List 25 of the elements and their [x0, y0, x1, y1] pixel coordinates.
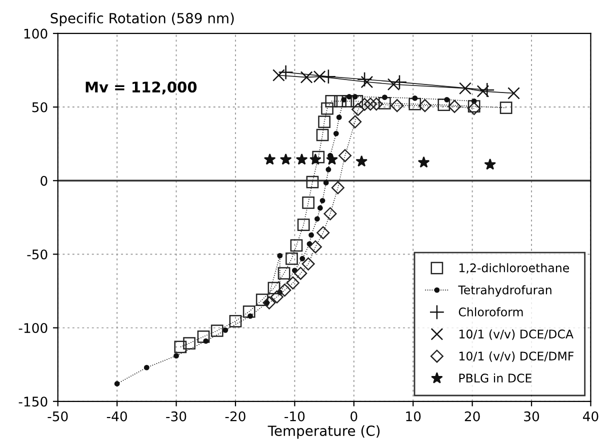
- x-tick-label: 40: [582, 411, 598, 422]
- legend-label: 10/1 (v/v) DCE/DCA: [459, 329, 574, 340]
- y-tick-label: 50: [32, 102, 48, 112]
- x-tick-label: -10: [284, 411, 305, 422]
- x-tick-label: -40: [106, 411, 127, 422]
- x-tick-label: 20: [464, 411, 480, 422]
- legend-label: Tetrahydrofuran: [458, 285, 552, 297]
- x-tick-label: -20: [225, 411, 246, 422]
- y-tick-label: -150: [18, 396, 48, 407]
- legend-label: 1,2-dichloroethane: [459, 263, 570, 274]
- y-axis-title: Specific Rotation (589 nm): [50, 12, 234, 26]
- legend-label: Chloroform: [458, 307, 523, 316]
- x-tick-label: -30: [166, 411, 186, 422]
- legend-label: PBLG in DCE: [459, 373, 532, 383]
- legend-label: 10/1 (v/v) DCE/DMF: [459, 351, 574, 362]
- y-tick-label: 0: [40, 176, 48, 186]
- x-axis-title: Temperature (C): [268, 425, 380, 439]
- x-tick-label: 10: [406, 411, 421, 422]
- y-tick-label: -100: [18, 323, 48, 334]
- annotation: Mv = 112,000: [86, 82, 197, 94]
- x-tick-label: 30: [524, 411, 540, 422]
- x-tick-label: -50: [48, 411, 68, 422]
- y-tick-label: -50: [27, 249, 48, 260]
- y-tick-label: 100: [24, 28, 48, 39]
- x-tick-label: 0: [350, 411, 358, 422]
